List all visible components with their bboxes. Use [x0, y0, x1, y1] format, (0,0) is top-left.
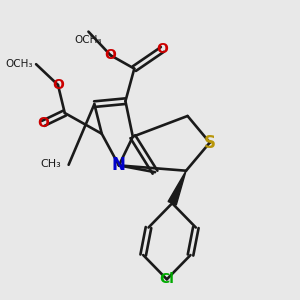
Text: O: O [52, 78, 64, 92]
Text: O: O [37, 116, 49, 130]
Text: CH₃: CH₃ [40, 159, 61, 169]
Text: OCH₃: OCH₃ [6, 59, 33, 69]
Text: OCH₃: OCH₃ [75, 34, 102, 45]
Text: Cl: Cl [159, 272, 174, 286]
Text: S: S [204, 134, 216, 152]
Text: N: N [112, 156, 126, 174]
Text: O: O [105, 48, 117, 62]
Polygon shape [168, 171, 186, 205]
Text: O: O [157, 42, 168, 56]
